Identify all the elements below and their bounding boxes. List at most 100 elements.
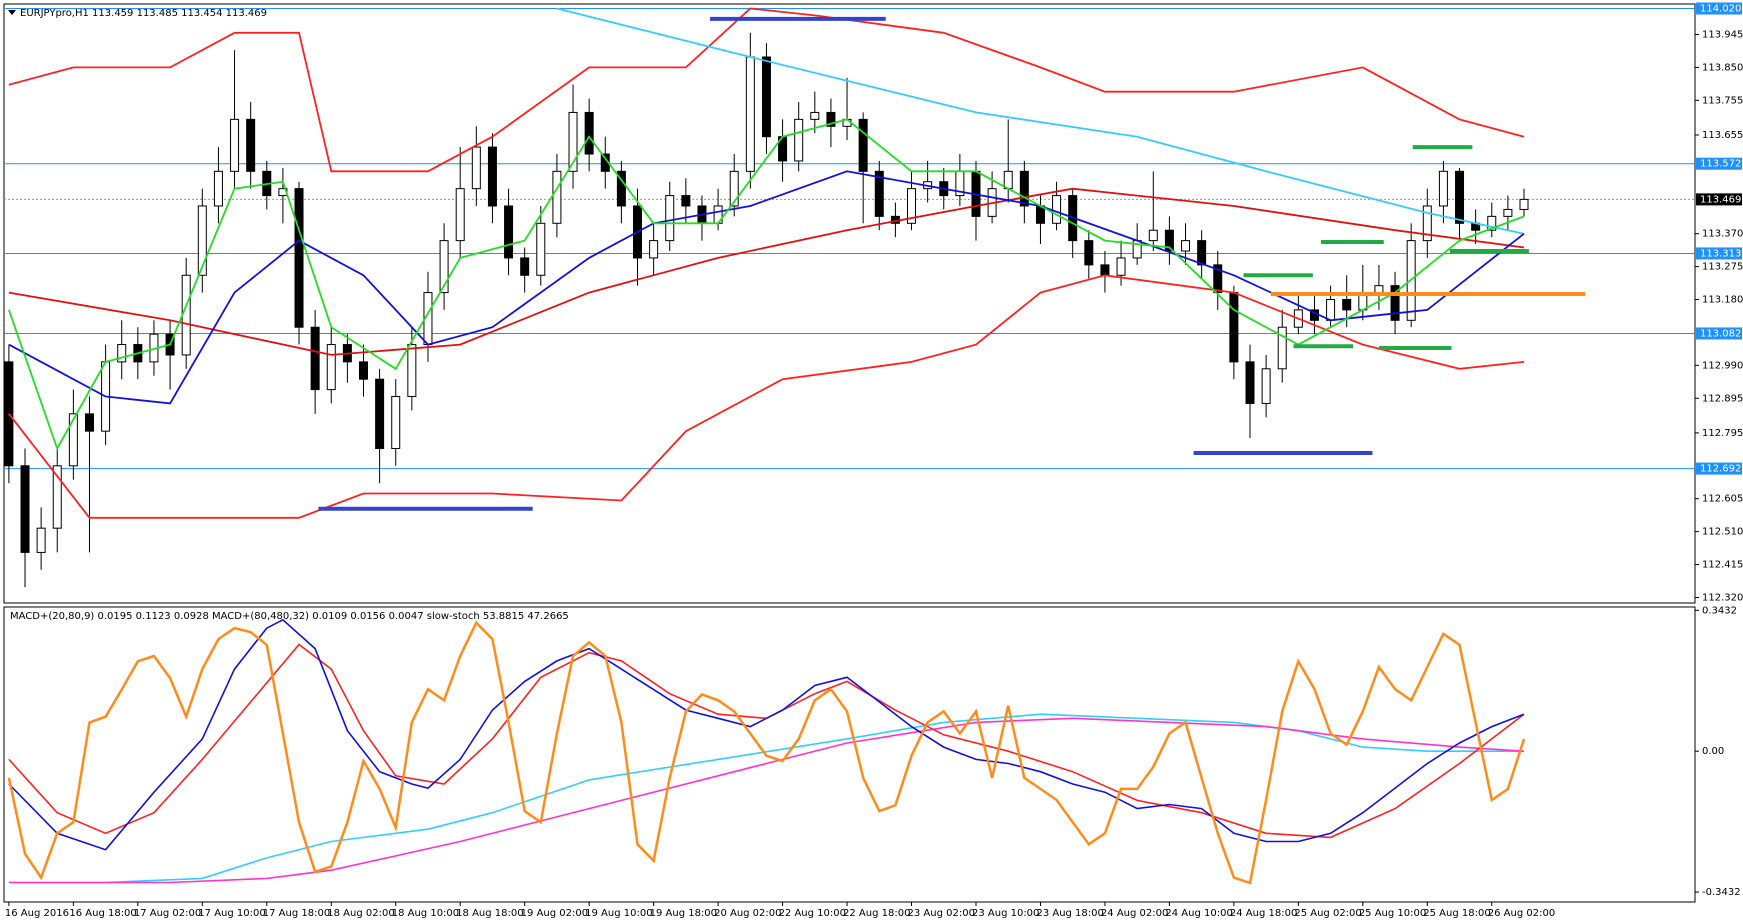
- x-tick-label: 17 Aug 02:00: [134, 908, 201, 919]
- y-tick-label: 113.755: [1702, 95, 1743, 106]
- candle-body: [858, 118, 868, 172]
- last-price-label: 113.469: [1700, 194, 1741, 205]
- main-panel-frame: [3, 3, 1696, 604]
- x-tick-label: 24 Aug 10:00: [1165, 908, 1232, 919]
- y-tick-label: 112.795: [1702, 428, 1743, 439]
- indicator-line: [7, 620, 1526, 885]
- y-tick-label: 112.510: [1702, 527, 1743, 538]
- y-tick-label: -0.3432: [1702, 887, 1741, 898]
- candle-body: [1326, 299, 1336, 321]
- candle-body: [84, 413, 94, 432]
- candle-body: [294, 188, 304, 328]
- x-tick-label: 23 Aug 18:00: [1036, 908, 1103, 919]
- x-tick-label: 19 Aug 18:00: [650, 908, 717, 919]
- y-tick-label: 113.370: [1702, 229, 1743, 240]
- menu-arrow[interactable]: [8, 10, 16, 15]
- indicator-line: [8, 187, 1525, 356]
- indicator-line: [8, 118, 1525, 451]
- x-tick-label: 22 Aug 10:00: [779, 908, 846, 919]
- x-tick-label: 26 Aug 02:00: [1488, 908, 1555, 919]
- indicator-panel-frame: [3, 606, 1696, 903]
- y-tick-label: 112.415: [1702, 560, 1743, 571]
- level-label-box: [1696, 462, 1742, 475]
- candle-body: [375, 378, 385, 449]
- candle-body: [1164, 229, 1174, 252]
- level-label-box: [1696, 327, 1742, 340]
- indicator-line: [8, 274, 1525, 519]
- y-tick-label: 112.320: [1702, 592, 1743, 603]
- candle-body: [1035, 205, 1045, 224]
- candle-body: [1229, 292, 1239, 363]
- indicator-line: [556, 7, 1525, 235]
- candle-body: [874, 170, 884, 217]
- x-tick-label: 16 Aug 18:00: [69, 908, 136, 919]
- candle-body: [439, 240, 449, 294]
- x-tick-label: 24 Aug 18:00: [1230, 908, 1297, 919]
- y-tick-label: 112.605: [1702, 494, 1743, 505]
- level-label: 112.692: [1700, 464, 1741, 475]
- candle-body: [761, 56, 771, 138]
- y-tick-label: 0.3432: [1702, 605, 1737, 616]
- x-tick-label: 25 Aug 02:00: [1294, 908, 1361, 919]
- candle-body: [665, 195, 675, 242]
- y-tick-label: 113.275: [1702, 262, 1743, 273]
- candle-body: [20, 465, 30, 553]
- candle-body: [1487, 215, 1497, 231]
- candle-body: [181, 274, 191, 356]
- candle-body: [1261, 368, 1271, 404]
- indicator-line: [8, 643, 1525, 839]
- x-tick-label: 17 Aug 10:00: [198, 908, 265, 919]
- candle-body: [552, 170, 562, 224]
- candle-body: [197, 205, 207, 276]
- candle-body: [358, 361, 368, 380]
- candle-body: [729, 170, 739, 207]
- level-label: 114.020: [1700, 4, 1741, 15]
- candle-body: [1116, 257, 1126, 276]
- x-tick-label: 22 Aug 18:00: [843, 908, 910, 919]
- x-tick-label: 19 Aug 10:00: [585, 908, 652, 919]
- candle-body: [326, 344, 336, 391]
- candle-body: [681, 195, 691, 207]
- candle-body: [36, 527, 46, 553]
- y-tick-label: 113.945: [1702, 29, 1743, 40]
- candle-body: [1213, 264, 1223, 294]
- indicator-line: [8, 618, 1525, 851]
- candle-body: [455, 188, 465, 242]
- indicator-line: [8, 713, 1524, 884]
- x-tick-label: 25 Aug 18:00: [1423, 908, 1490, 919]
- candle-body: [1390, 285, 1400, 321]
- candle-body: [407, 344, 417, 398]
- candle-body: [246, 118, 256, 172]
- candle-body: [1277, 326, 1287, 370]
- candle-body: [1455, 170, 1465, 224]
- candle-body: [1503, 208, 1513, 217]
- candle-body: [616, 170, 626, 207]
- candle-body: [1519, 198, 1529, 210]
- indicator-line: [8, 7, 1525, 173]
- candle-body: [471, 146, 481, 190]
- chart-title: EURJPYpro,H1 113.459 113.485 113.454 113…: [20, 8, 267, 19]
- candle-body: [68, 413, 78, 467]
- x-tick-label: 18 Aug 18:00: [456, 908, 523, 919]
- y-tick-label: 113.180: [1702, 295, 1743, 306]
- candle-body: [907, 188, 917, 224]
- candle-body: [1438, 170, 1448, 207]
- candle-body: [1342, 299, 1352, 311]
- candle-body: [1052, 195, 1062, 224]
- x-tick-label: 25 Aug 10:00: [1359, 908, 1426, 919]
- level-label-box: [1696, 247, 1742, 260]
- x-tick-label: 24 Aug 02:00: [1101, 908, 1168, 919]
- candle-body: [1084, 240, 1094, 266]
- candle-body: [1100, 264, 1110, 276]
- candle-body: [117, 344, 127, 363]
- candle-body: [568, 111, 578, 172]
- candle-body: [1148, 229, 1158, 242]
- candle-body: [810, 111, 820, 120]
- candle-body: [536, 222, 546, 276]
- candle-body: [745, 56, 755, 172]
- y-tick-label: 113.655: [1702, 130, 1743, 141]
- candle-body: [52, 465, 62, 529]
- last-price-box: [1696, 193, 1742, 206]
- candle-body: [487, 146, 497, 207]
